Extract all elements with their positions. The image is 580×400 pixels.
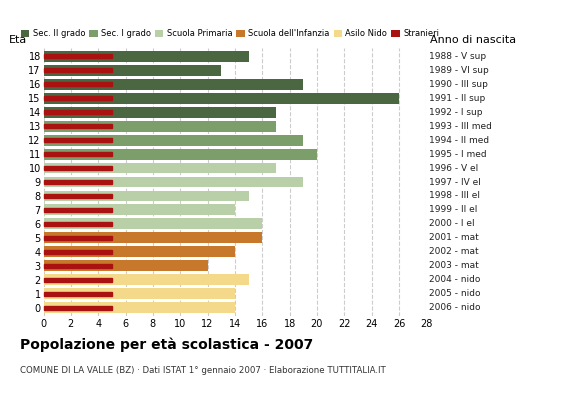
- Bar: [44, 149, 317, 160]
- Text: Età: Età: [9, 35, 27, 45]
- Bar: [44, 54, 113, 58]
- Bar: [44, 152, 113, 156]
- Bar: [44, 306, 113, 310]
- Bar: [44, 107, 276, 118]
- Text: Anno di nascita: Anno di nascita: [430, 35, 516, 45]
- Bar: [44, 138, 113, 142]
- Bar: [44, 246, 235, 257]
- Bar: [44, 96, 113, 100]
- Bar: [44, 260, 208, 271]
- Bar: [44, 264, 113, 268]
- Text: 2006 - nido: 2006 - nido: [429, 303, 481, 312]
- Bar: [44, 135, 303, 146]
- Bar: [44, 190, 249, 202]
- Bar: [44, 208, 113, 212]
- Bar: [44, 292, 113, 296]
- Text: 1998 - III el: 1998 - III el: [429, 192, 480, 200]
- Text: 1989 - VI sup: 1989 - VI sup: [429, 66, 489, 75]
- Text: 2000 - I el: 2000 - I el: [429, 219, 475, 228]
- Text: 1992 - I sup: 1992 - I sup: [429, 108, 483, 117]
- Text: 1993 - III med: 1993 - III med: [429, 122, 492, 131]
- Bar: [44, 232, 262, 243]
- Bar: [44, 176, 303, 188]
- Bar: [44, 65, 221, 76]
- Bar: [44, 162, 276, 174]
- Bar: [44, 166, 113, 170]
- Bar: [44, 79, 303, 90]
- Text: 2004 - nido: 2004 - nido: [429, 275, 481, 284]
- Text: 2001 - mat: 2001 - mat: [429, 233, 479, 242]
- Text: 2002 - mat: 2002 - mat: [429, 247, 479, 256]
- Bar: [44, 110, 113, 114]
- Text: 2003 - mat: 2003 - mat: [429, 261, 479, 270]
- Bar: [44, 93, 399, 104]
- Bar: [44, 218, 262, 229]
- Bar: [44, 194, 113, 198]
- Bar: [44, 82, 113, 86]
- Text: 1995 - I med: 1995 - I med: [429, 150, 487, 158]
- Text: 1988 - V sup: 1988 - V sup: [429, 52, 486, 61]
- Text: COMUNE DI LA VALLE (BZ) · Dati ISTAT 1° gennaio 2007 · Elaborazione TUTTITALIA.I: COMUNE DI LA VALLE (BZ) · Dati ISTAT 1° …: [20, 366, 386, 375]
- Text: 1994 - II med: 1994 - II med: [429, 136, 490, 145]
- Bar: [44, 278, 113, 282]
- Bar: [44, 121, 276, 132]
- Bar: [44, 204, 235, 215]
- Bar: [44, 124, 113, 128]
- Text: 1997 - IV el: 1997 - IV el: [429, 178, 481, 186]
- Bar: [44, 288, 235, 299]
- Bar: [44, 302, 235, 313]
- Bar: [44, 222, 113, 226]
- Text: 1999 - II el: 1999 - II el: [429, 206, 477, 214]
- Bar: [44, 274, 249, 285]
- Text: 1996 - V el: 1996 - V el: [429, 164, 478, 172]
- Text: Popolazione per età scolastica - 2007: Popolazione per età scolastica - 2007: [20, 338, 314, 352]
- Text: 1991 - II sup: 1991 - II sup: [429, 94, 485, 103]
- Text: 2005 - nido: 2005 - nido: [429, 289, 481, 298]
- Bar: [44, 51, 249, 62]
- Bar: [44, 250, 113, 254]
- Bar: [44, 180, 113, 184]
- Text: 1990 - III sup: 1990 - III sup: [429, 80, 488, 89]
- Bar: [44, 68, 113, 72]
- Legend: Sec. II grado, Sec. I grado, Scuola Primaria, Scuola dell'Infanzia, Asilo Nido, : Sec. II grado, Sec. I grado, Scuola Prim…: [21, 30, 439, 38]
- Bar: [44, 236, 113, 240]
